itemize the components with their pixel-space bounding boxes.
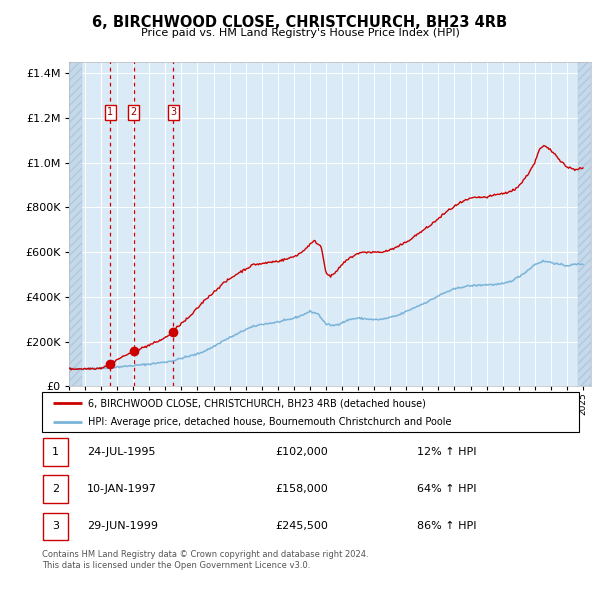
Text: 1: 1 bbox=[52, 447, 59, 457]
Text: 12% ↑ HPI: 12% ↑ HPI bbox=[417, 447, 476, 457]
Text: £245,500: £245,500 bbox=[275, 522, 328, 531]
Text: 3: 3 bbox=[170, 107, 176, 117]
Bar bbox=[43, 438, 68, 466]
Text: 86% ↑ HPI: 86% ↑ HPI bbox=[417, 522, 476, 531]
Text: Price paid vs. HM Land Registry's House Price Index (HPI): Price paid vs. HM Land Registry's House … bbox=[140, 28, 460, 38]
Text: 1: 1 bbox=[107, 107, 113, 117]
Bar bbox=[43, 476, 68, 503]
Text: 6, BIRCHWOOD CLOSE, CHRISTCHURCH, BH23 4RB (detached house): 6, BIRCHWOOD CLOSE, CHRISTCHURCH, BH23 4… bbox=[88, 398, 425, 408]
Text: HPI: Average price, detached house, Bournemouth Christchurch and Poole: HPI: Average price, detached house, Bour… bbox=[88, 417, 451, 427]
Text: 29-JUN-1999: 29-JUN-1999 bbox=[87, 522, 158, 531]
Text: 2: 2 bbox=[52, 484, 59, 494]
Text: 64% ↑ HPI: 64% ↑ HPI bbox=[417, 484, 476, 494]
Bar bbox=[43, 513, 68, 540]
Text: £158,000: £158,000 bbox=[275, 484, 328, 494]
Text: 6, BIRCHWOOD CLOSE, CHRISTCHURCH, BH23 4RB: 6, BIRCHWOOD CLOSE, CHRISTCHURCH, BH23 4… bbox=[92, 15, 508, 30]
Text: 3: 3 bbox=[52, 522, 59, 531]
Text: Contains HM Land Registry data © Crown copyright and database right 2024.
This d: Contains HM Land Registry data © Crown c… bbox=[42, 550, 368, 570]
Text: 24-JUL-1995: 24-JUL-1995 bbox=[87, 447, 156, 457]
Text: 10-JAN-1997: 10-JAN-1997 bbox=[87, 484, 157, 494]
Text: 2: 2 bbox=[131, 107, 137, 117]
Text: £102,000: £102,000 bbox=[275, 447, 328, 457]
